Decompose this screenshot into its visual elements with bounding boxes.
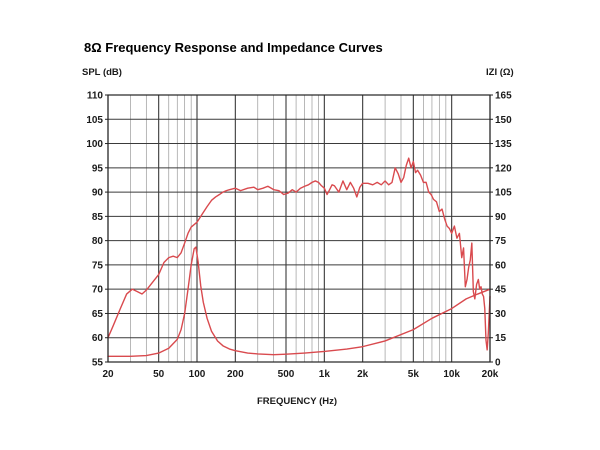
y-axis-label-left: SPL (dB)	[82, 67, 122, 78]
y-left-tick-label: 85	[92, 212, 104, 223]
y-left-tick-label: 60	[92, 333, 104, 344]
y-left-tick-label: 105	[86, 115, 103, 126]
y-left-tick-label: 55	[92, 358, 104, 369]
x-tick-label: 500	[278, 369, 295, 380]
x-tick-label: 20	[102, 369, 114, 380]
spl-curve	[107, 157, 491, 351]
y-left-tick-label: 70	[92, 285, 104, 296]
x-tick-label: 1k	[319, 369, 331, 380]
y-left-tick-label: 80	[92, 236, 104, 247]
impedance-curve	[107, 246, 491, 358]
y-right-tick-label: 15	[495, 333, 507, 344]
plot-area	[108, 95, 490, 362]
y-right-tick-label: 90	[495, 212, 507, 223]
y-left-tick-label: 95	[92, 163, 104, 174]
chart-title: 8Ω Frequency Response and Impedance Curv…	[84, 40, 383, 55]
x-tick-label: 200	[227, 369, 244, 380]
y-right-tick-label: 30	[495, 309, 507, 320]
y-left-tick-label: 110	[87, 91, 104, 102]
y-right-tick-label: 105	[495, 188, 512, 199]
y-right-tick-label: 45	[495, 285, 507, 296]
y-left-tick-label: 90	[92, 188, 104, 199]
y-right-tick-label: 75	[495, 236, 507, 247]
y-left-tick-label: 75	[92, 260, 104, 271]
y-right-tick-label: 120	[495, 163, 512, 174]
y-left-tick-label: 100	[86, 139, 103, 150]
plot-background	[108, 95, 490, 362]
x-tick-label: 5k	[408, 369, 420, 380]
y-left-tick-labels: 110 105 100 95 90 85 80 75 70 65 60 55	[86, 91, 108, 369]
x-tick-label: 100	[189, 369, 206, 380]
x-tick-label: 10k	[443, 369, 460, 380]
plot-frame	[107, 94, 491, 363]
x-tick-label: 50	[153, 369, 165, 380]
y-right-tick-label: 60	[495, 260, 507, 271]
series-layer	[107, 157, 491, 358]
y-axis-label-right: IZI (Ω)	[486, 67, 514, 78]
y-right-tick-label: 165	[495, 91, 512, 102]
y-right-tick-label: 150	[495, 115, 512, 126]
y-right-tick-label: 0	[495, 358, 501, 369]
x-tick-label: 2k	[357, 369, 369, 380]
x-axis-label: FREQUENCY (Hz)	[257, 396, 337, 407]
x-tick-label: 20k	[482, 369, 499, 380]
y-right-tick-label: 135	[495, 139, 512, 150]
x-tick-labels: 20 50 100 200 500 1k 2k 5k 10k 20k	[102, 369, 498, 380]
y-left-tick-label: 65	[92, 309, 104, 320]
plot-border	[107, 94, 491, 363]
